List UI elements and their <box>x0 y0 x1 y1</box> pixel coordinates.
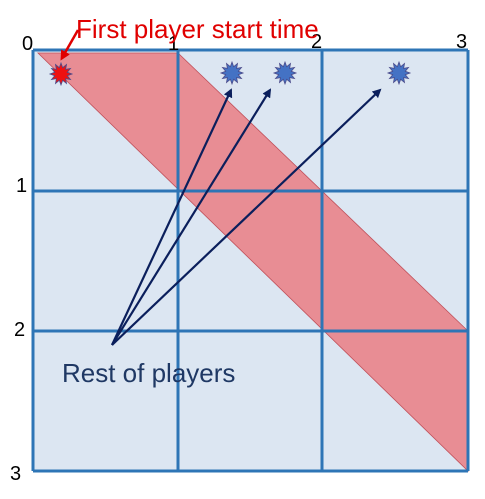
rest-player-marker-1 <box>219 60 245 86</box>
x-tick-0: 0 <box>22 33 33 55</box>
y-tick-1: 1 <box>16 175 27 197</box>
x-tick-1: 1 <box>168 33 179 55</box>
rest-player-marker-2 <box>272 60 298 86</box>
x-tick-2: 2 <box>311 31 322 53</box>
player-markers <box>48 60 412 87</box>
first-player-marker <box>48 61 74 87</box>
y-tick-3: 3 <box>10 463 21 485</box>
rest-player-marker-3 <box>386 60 412 86</box>
arrow-to-player-3 <box>111 88 382 346</box>
grid-lines <box>31 48 470 473</box>
first-player-arrow <box>60 29 80 61</box>
arrow-to-player-2 <box>111 88 272 346</box>
x-tick-3: 3 <box>456 31 467 53</box>
arrow-to-player-1 <box>111 88 233 346</box>
y-tick-2: 2 <box>14 319 25 341</box>
rest-player-arrows <box>111 88 382 346</box>
rest-players-label: Rest of players <box>62 358 235 388</box>
first-player-label: First player start time <box>76 14 319 44</box>
